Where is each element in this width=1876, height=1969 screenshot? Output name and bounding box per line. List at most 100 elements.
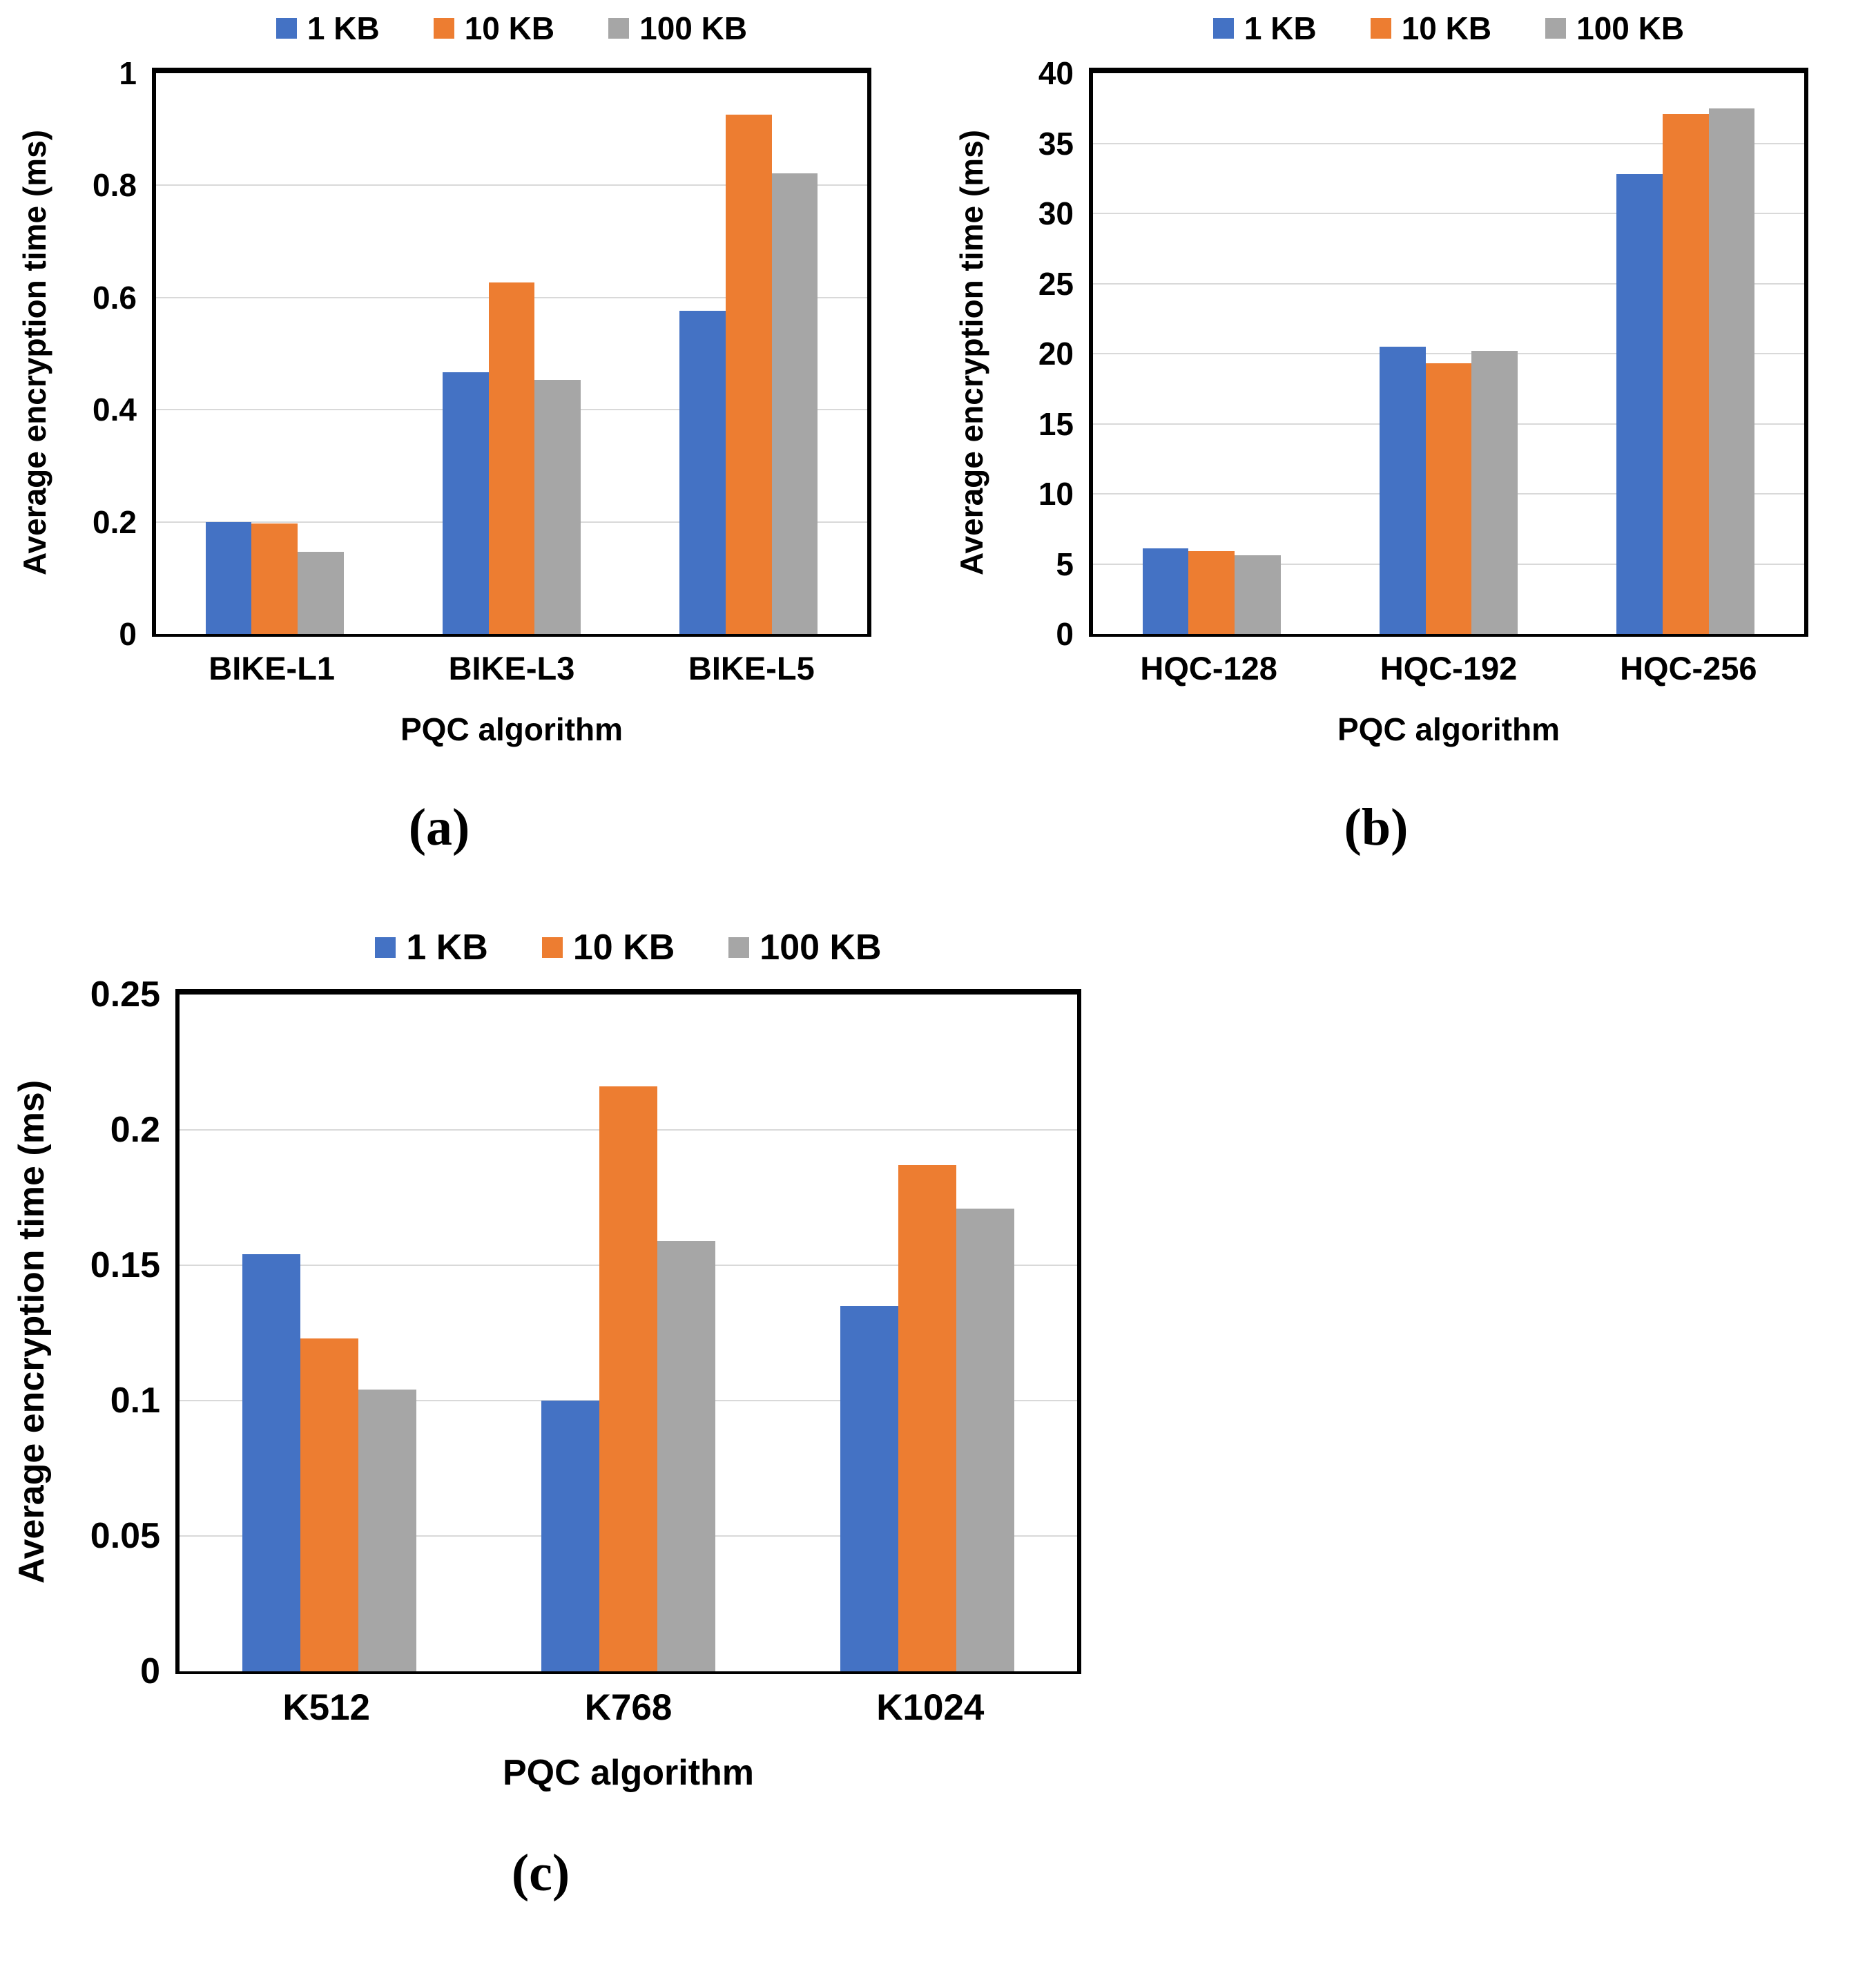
legend-swatch: [375, 937, 396, 958]
legend-label: 10 KB: [572, 928, 675, 968]
legend-item-10-kb: 10 KB: [1370, 10, 1492, 47]
bar-group-k768: [478, 995, 777, 1671]
x-category-label: K768: [584, 1687, 673, 1728]
y-tick-label: 0.05: [90, 1516, 160, 1556]
y-tick-label: 0.8: [93, 167, 137, 204]
y-tick-label: 0: [1056, 616, 1074, 652]
legend-swatch: [728, 937, 750, 958]
bar-1-kb-k1024: [840, 1305, 899, 1671]
x-category-label: K1024: [876, 1687, 985, 1728]
y-tick-label: 0.15: [90, 1245, 160, 1285]
y-tick-label: 1: [119, 55, 137, 91]
bar-1-kb-k512: [242, 1254, 300, 1671]
bar-group-bike-l1: [156, 73, 393, 634]
y-tick-label: 20: [1038, 336, 1074, 372]
bar-1-kb-bike-l1: [205, 521, 252, 634]
bar-100-kb-hqc-256: [1708, 108, 1755, 634]
y-tick-label: 0.2: [110, 1110, 160, 1150]
y-tick-label: 0: [140, 1651, 160, 1691]
x-category-label: BIKE-L5: [688, 650, 815, 686]
chart-panel-a: 1 KB 10 KB 100 KB Average encryption time …: [7, 10, 932, 858]
panel-label-b: (b): [1344, 798, 1409, 856]
y-tick-label: 0.25: [90, 974, 160, 1015]
bar-1-kb-k768: [541, 1401, 599, 1671]
bar-10-kb-bike-l5: [726, 115, 772, 634]
y-tick-label: 0.1: [110, 1381, 160, 1421]
y-axis-title: Average encryption time (ms): [12, 1079, 52, 1584]
bar-1-kb-hqc-192: [1380, 346, 1426, 634]
bar-10-kb-k512: [300, 1338, 358, 1671]
legend-label: 10 KB: [1401, 10, 1492, 46]
legend-swatch: [433, 18, 454, 39]
bar-10-kb-k768: [599, 1086, 658, 1671]
y-tick-label: 40: [1038, 55, 1074, 91]
legend-swatch: [608, 18, 630, 39]
legend-item-10-kb: 10 KB: [433, 10, 555, 47]
x-category-label: HQC-192: [1380, 650, 1518, 686]
legend-label: 100 KB: [1576, 10, 1685, 46]
y-tick-label: 25: [1038, 265, 1074, 302]
x-category-label: HQC-128: [1140, 650, 1277, 686]
legend-item-10-kb: 10 KB: [541, 927, 675, 968]
bar-10-kb-bike-l3: [488, 282, 535, 634]
chart-body: Average encryption time (ms) 0 0.2 0.4 0.6 0…: [7, 57, 871, 650]
y-tick-label: 0.2: [93, 503, 137, 540]
legend-swatch: [275, 18, 297, 39]
y-tick-label: 5: [1056, 546, 1074, 582]
bar-groups: [180, 995, 1077, 1671]
plot-area: [175, 989, 1081, 1674]
x-category-label: K512: [282, 1687, 371, 1728]
y-axis: 0 0.05 0.1 0.15 0.2 0.25: [64, 977, 175, 1689]
x-axis-labels: K512 K768 K1024: [175, 1687, 1081, 1729]
bar-100-kb-bike-l5: [771, 173, 818, 634]
bar-group-hqc-256: [1567, 73, 1804, 634]
gridline: [1093, 142, 1804, 144]
legend-label: 100 KB: [639, 10, 748, 46]
y-tick-label: 0: [119, 616, 137, 652]
legend-item-1-kb: 1 KB: [275, 10, 380, 47]
bar-groups: [156, 73, 867, 634]
gridline: [1093, 213, 1804, 214]
bar-group-k1024: [778, 995, 1077, 1671]
legend-item-1-kb: 1 KB: [375, 927, 488, 968]
plot-area: [152, 68, 871, 637]
bar-1-kb-bike-l5: [679, 311, 726, 634]
x-category-label: BIKE-L1: [209, 650, 336, 686]
bar-10-kb-hqc-192: [1425, 363, 1472, 634]
y-tick-label: 0.4: [93, 392, 137, 428]
bar-group-bike-l5: [630, 73, 867, 634]
legend-label: 1 KB: [1244, 10, 1317, 46]
bar-100-kb-k512: [358, 1390, 416, 1671]
y-axis: 0 5 10 15 20 25 30 35 40: [999, 57, 1089, 650]
x-axis-title: PQC algorithm: [400, 711, 623, 747]
x-axis-title: PQC algorithm: [502, 1753, 755, 1793]
legend-swatch: [541, 937, 563, 958]
bar-100-kb-hqc-192: [1471, 350, 1518, 634]
bar-10-kb-bike-l1: [251, 524, 298, 634]
chart-body: Average encryption time (ms) 0 0.05 0.1 0.1…: [0, 977, 1081, 1689]
bar-group-k512: [180, 995, 478, 1671]
gridline: [156, 184, 867, 186]
legend-item-100-kb: 100 KB: [608, 10, 747, 47]
y-tick-label: 30: [1038, 195, 1074, 231]
x-axis-labels: BIKE-L1 BIKE-L3 BIKE-L5: [152, 649, 871, 687]
bar-10-kb-k1024: [898, 1164, 957, 1671]
legend-label: 10 KB: [464, 10, 555, 46]
bar-1-kb-bike-l3: [443, 372, 489, 634]
bar-1-kb-hqc-256: [1616, 174, 1663, 634]
bar-100-kb-hqc-128: [1234, 555, 1281, 634]
gridline: [1093, 353, 1804, 354]
y-tick-label: 15: [1038, 405, 1074, 442]
bar-10-kb-hqc-256: [1663, 113, 1709, 634]
legend-item-100-kb: 100 KB: [728, 927, 882, 968]
top-charts-row: 1 KB 10 KB 100 KB Average encryption time …: [0, 0, 1876, 858]
bar-100-kb-bike-l1: [297, 552, 344, 634]
legend-swatch: [1545, 18, 1567, 39]
x-category-label: HQC-256: [1620, 650, 1757, 686]
bar-group-hqc-192: [1330, 73, 1567, 634]
legend: 1 KB 10 KB 100 KB: [175, 927, 1081, 968]
chart-panel-b: 1 KB 10 KB 100 KB Average encryption time …: [944, 10, 1869, 858]
x-category-label: BIKE-L3: [448, 650, 575, 686]
bar-1-kb-hqc-128: [1142, 548, 1189, 634]
bar-100-kb-k1024: [956, 1208, 1015, 1671]
